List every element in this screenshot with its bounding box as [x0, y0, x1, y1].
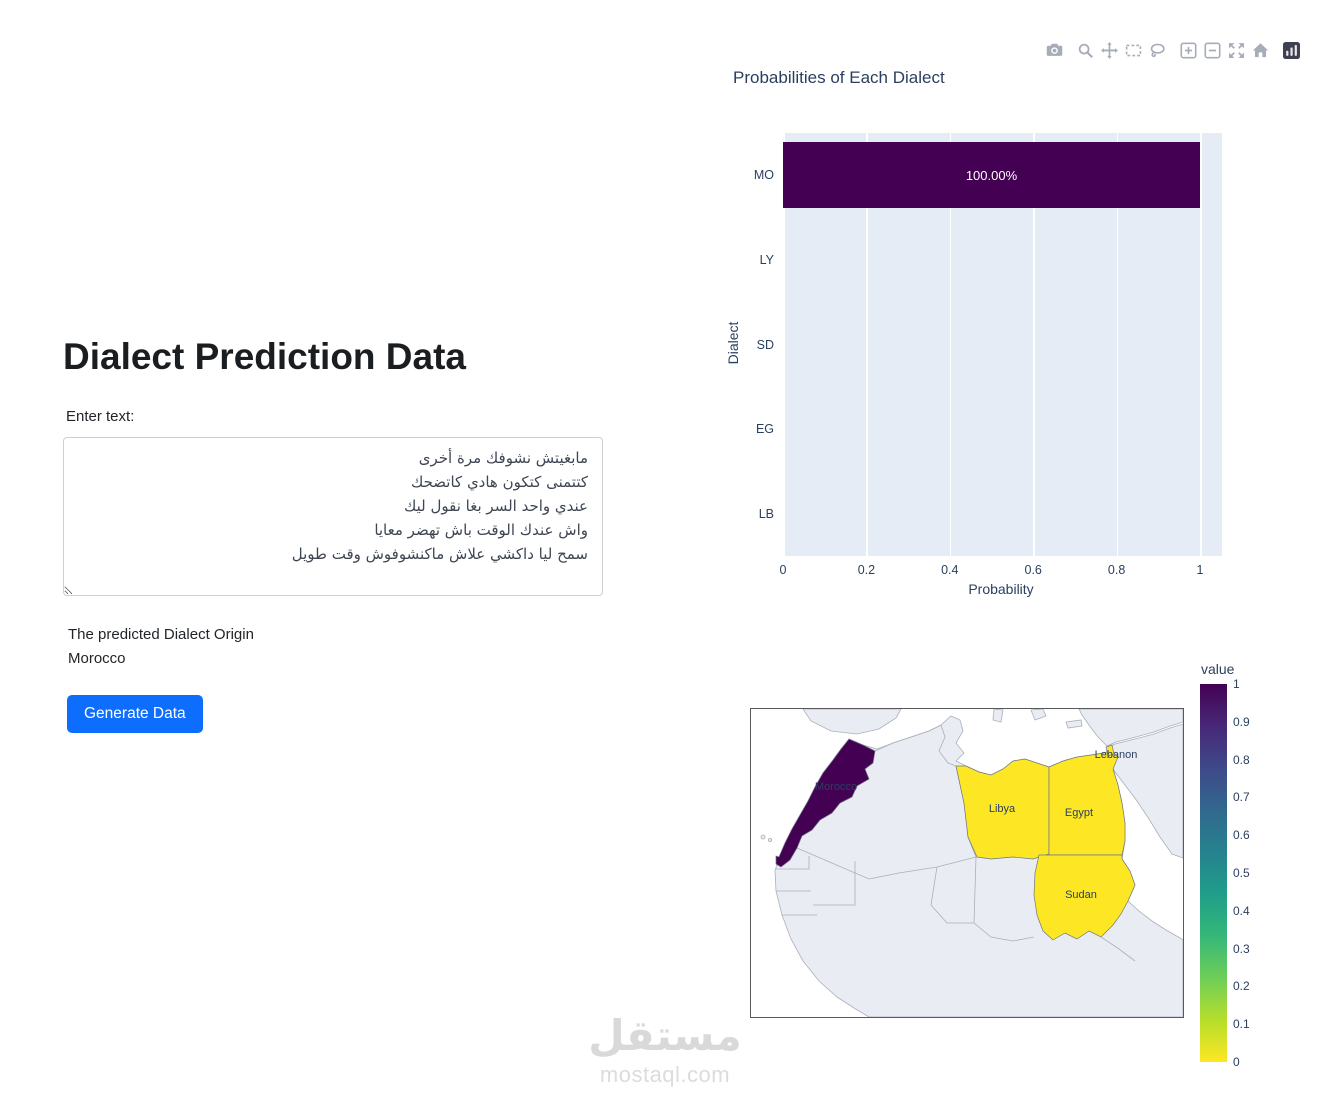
pan-icon[interactable]: [1101, 42, 1118, 59]
map-label-libya: Libya: [989, 803, 1016, 815]
x-axis-title: Probability: [968, 581, 1034, 597]
colorbar-tick-label: 0.6: [1233, 828, 1250, 843]
map-spain: [802, 709, 902, 735]
zoom-in-icon[interactable]: [1180, 42, 1197, 59]
reset-axes-icon[interactable]: [1252, 42, 1269, 59]
autoscale-icon[interactable]: [1228, 42, 1245, 59]
bar-MO: 100.00%: [783, 142, 1200, 209]
map-crete: [1065, 719, 1083, 729]
colorbar-tick-label: 0.4: [1233, 903, 1250, 918]
map-border-sahel: [776, 856, 1136, 962]
y-tick-label: LB: [758, 506, 774, 521]
gridline: [1033, 133, 1035, 556]
watermark-arabic: مستقل: [588, 1011, 742, 1060]
zoom-out-icon[interactable]: [1204, 42, 1221, 59]
y-axis-title: Dialect: [725, 321, 741, 365]
bar-chart-title: Probabilities of Each Dialect: [733, 68, 945, 87]
y-tick-label: MO: [753, 168, 774, 183]
choropleth-map: Morocco Libya Egypt Sudan Lebanon: [750, 708, 1184, 1018]
colorbar-title: value: [1201, 661, 1235, 677]
watermark: مستقل mostaql.com: [555, 1011, 775, 1088]
prediction-value: Morocco: [68, 650, 126, 667]
x-tick-label: 0.2: [857, 563, 876, 577]
x-tick-label: 0: [779, 563, 787, 577]
prediction-label: The predicted Dialect Origin: [68, 626, 254, 643]
bar-chart: 100.00% MO LY SD EG LB 0 0.2 0.4 0.6 0.8 1 Dialec…: [725, 133, 1222, 597]
map-sardinia: [992, 709, 1004, 723]
colorbar-tick-label: 0.3: [1233, 941, 1250, 956]
x-tick-label: 0.4: [941, 563, 959, 577]
modebar: [1039, 42, 1300, 59]
colorbar-tick-label: 0.8: [1233, 752, 1250, 767]
gridline: [1200, 133, 1202, 556]
x-tick-label: 1: [1196, 563, 1204, 577]
y-tick-label: LY: [759, 252, 774, 267]
gridline: [1116, 133, 1119, 556]
generate-data-button[interactable]: Generate Data: [67, 695, 203, 733]
map-country-sudan: [1033, 854, 1136, 941]
map-country-egypt: [1048, 750, 1126, 856]
gridline: [866, 133, 868, 556]
colorbar-tick-label: 0: [1233, 1055, 1240, 1069]
gridline: [783, 133, 785, 556]
gridline: [949, 133, 952, 556]
colorbar-tick-label: 0.9: [1233, 714, 1250, 729]
zoom-icon[interactable]: [1077, 42, 1094, 59]
map-country-morocco: [775, 738, 876, 868]
camera-icon[interactable]: [1046, 42, 1063, 59]
map-sicily: [1030, 709, 1047, 721]
watermark-domain: mostaql.com: [599, 1062, 731, 1088]
box-select-icon[interactable]: [1125, 42, 1142, 59]
bar-value-label: 100.00%: [965, 167, 1018, 183]
map-country-lebanon: [1105, 744, 1115, 757]
y-tick-label: SD: [756, 337, 774, 352]
map-svg: Morocco Libya Egypt Sudan Lebanon: [760, 709, 1183, 1017]
map-label-lebanon: Lebanon: [1095, 749, 1138, 761]
map-label-egypt: Egypt: [1065, 807, 1093, 819]
lasso-icon[interactable]: [1149, 42, 1166, 59]
colorbar-tick-label: 1: [1233, 677, 1240, 691]
map-arabia: [1106, 723, 1183, 859]
map-label-morocco: Morocco: [815, 781, 857, 793]
map-canary-island: [767, 837, 772, 842]
colorbar: 1 0.9 0.8 0.7 0.6 0.5 0.4 0.3 0.2 0.1 0: [1200, 677, 1250, 1069]
enter-text-label: Enter text:: [66, 408, 135, 425]
colorbar-tick-label: 0.5: [1233, 866, 1250, 880]
x-tick-label: 0.8: [1107, 563, 1126, 577]
x-tick-label: 0.6: [1024, 563, 1042, 577]
y-tick-label: EG: [755, 422, 774, 437]
plotly-logo-icon[interactable]: [1283, 42, 1300, 59]
map-canary-island: [760, 834, 766, 840]
colorbar-tick-label: 0.7: [1233, 790, 1250, 805]
bar-chart-plot-area: 100.00%: [783, 133, 1222, 556]
dialect-text-input[interactable]: مابغيتش نشوفك مرة أخرى كتتمنى كتكون هادي…: [63, 437, 603, 596]
map-turkey: [1078, 709, 1183, 747]
colorbar-tick-label: 0.2: [1233, 979, 1250, 994]
colorbar-tick-label: 0.1: [1233, 1017, 1250, 1032]
page-title: Dialect Prediction Data: [63, 336, 467, 377]
map-label-sudan: Sudan: [1065, 889, 1097, 901]
